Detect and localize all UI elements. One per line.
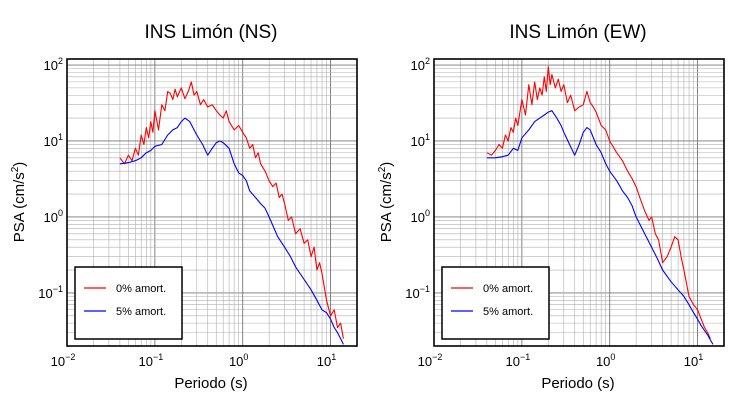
legend-label-1: 5% amort. bbox=[483, 306, 533, 318]
series-line-0 bbox=[486, 66, 711, 339]
panel-ns: INS Limón (NS) 10−2 10−1 100 101 10−1 100 101… bbox=[10, 22, 358, 392]
y-axis-label-sup: 2 bbox=[10, 166, 21, 172]
plot-frame bbox=[433, 58, 725, 347]
x-tick-label: 101 bbox=[317, 352, 336, 369]
legend: 0% amort. 5% amort. bbox=[441, 266, 550, 340]
y-tick-label: 100 bbox=[44, 208, 63, 225]
x-tick-label: 100 bbox=[596, 352, 615, 369]
x-axis-label: Periodo (s) bbox=[174, 375, 247, 392]
y-axis-label-tail: ) bbox=[11, 162, 28, 167]
x-axis-label: Periodo (s) bbox=[541, 375, 614, 392]
panel-ew: INS Limón (EW) 10−2 10−1 100 101 10−1 100 101… bbox=[377, 22, 725, 392]
legend-label-0: 0% amort. bbox=[116, 283, 166, 295]
y-axis-label-sup: 2 bbox=[377, 166, 388, 172]
y-tick-label: 101 bbox=[44, 132, 63, 149]
series-line-0 bbox=[119, 81, 344, 339]
y-axis-label-base: PSA (cm/s bbox=[11, 172, 28, 242]
y-axis-label-base: PSA (cm/s bbox=[378, 172, 395, 242]
y-tick-labels: 10−1 100 101 102 bbox=[38, 56, 63, 301]
legend: 0% amort. 5% amort. bbox=[74, 266, 183, 340]
x-tick-labels: 10−2 10−1 100 101 bbox=[418, 352, 704, 369]
series-line-1 bbox=[119, 117, 344, 345]
y-tick-labels: 10−1 100 101 102 bbox=[405, 56, 430, 301]
y-tick-label: 102 bbox=[44, 56, 63, 73]
plot-frame bbox=[66, 58, 358, 347]
x-tick-label: 10−2 bbox=[51, 352, 76, 369]
y-tick-label: 100 bbox=[411, 208, 430, 225]
y-axis-label: PSA (cm/s2) bbox=[10, 162, 28, 243]
x-tick-label: 10−2 bbox=[418, 352, 443, 369]
y-axis-label-tail: ) bbox=[378, 162, 395, 167]
legend-box bbox=[441, 266, 550, 340]
y-tick-label: 102 bbox=[411, 56, 430, 73]
series-layer bbox=[119, 81, 344, 345]
x-tick-labels: 10−2 10−1 100 101 bbox=[51, 352, 337, 369]
y-tick-label: 10−1 bbox=[38, 284, 63, 301]
x-tick-label: 10−1 bbox=[138, 352, 163, 369]
chart-title: INS Limón (NS) bbox=[144, 22, 277, 43]
x-tick-label: 100 bbox=[229, 352, 248, 369]
x-tick-label: 10−1 bbox=[505, 352, 530, 369]
y-axis-label: PSA (cm/s2) bbox=[377, 162, 395, 243]
legend-label-0: 0% amort. bbox=[483, 283, 533, 295]
legend-label-1: 5% amort. bbox=[116, 306, 166, 318]
series-line-1 bbox=[486, 110, 714, 345]
x-tick-label: 101 bbox=[684, 352, 703, 369]
series-layer bbox=[486, 66, 714, 345]
y-tick-label: 10−1 bbox=[405, 284, 430, 301]
chart-title: INS Limón (EW) bbox=[509, 22, 646, 43]
y-tick-label: 101 bbox=[411, 132, 430, 149]
legend-box bbox=[74, 266, 183, 340]
